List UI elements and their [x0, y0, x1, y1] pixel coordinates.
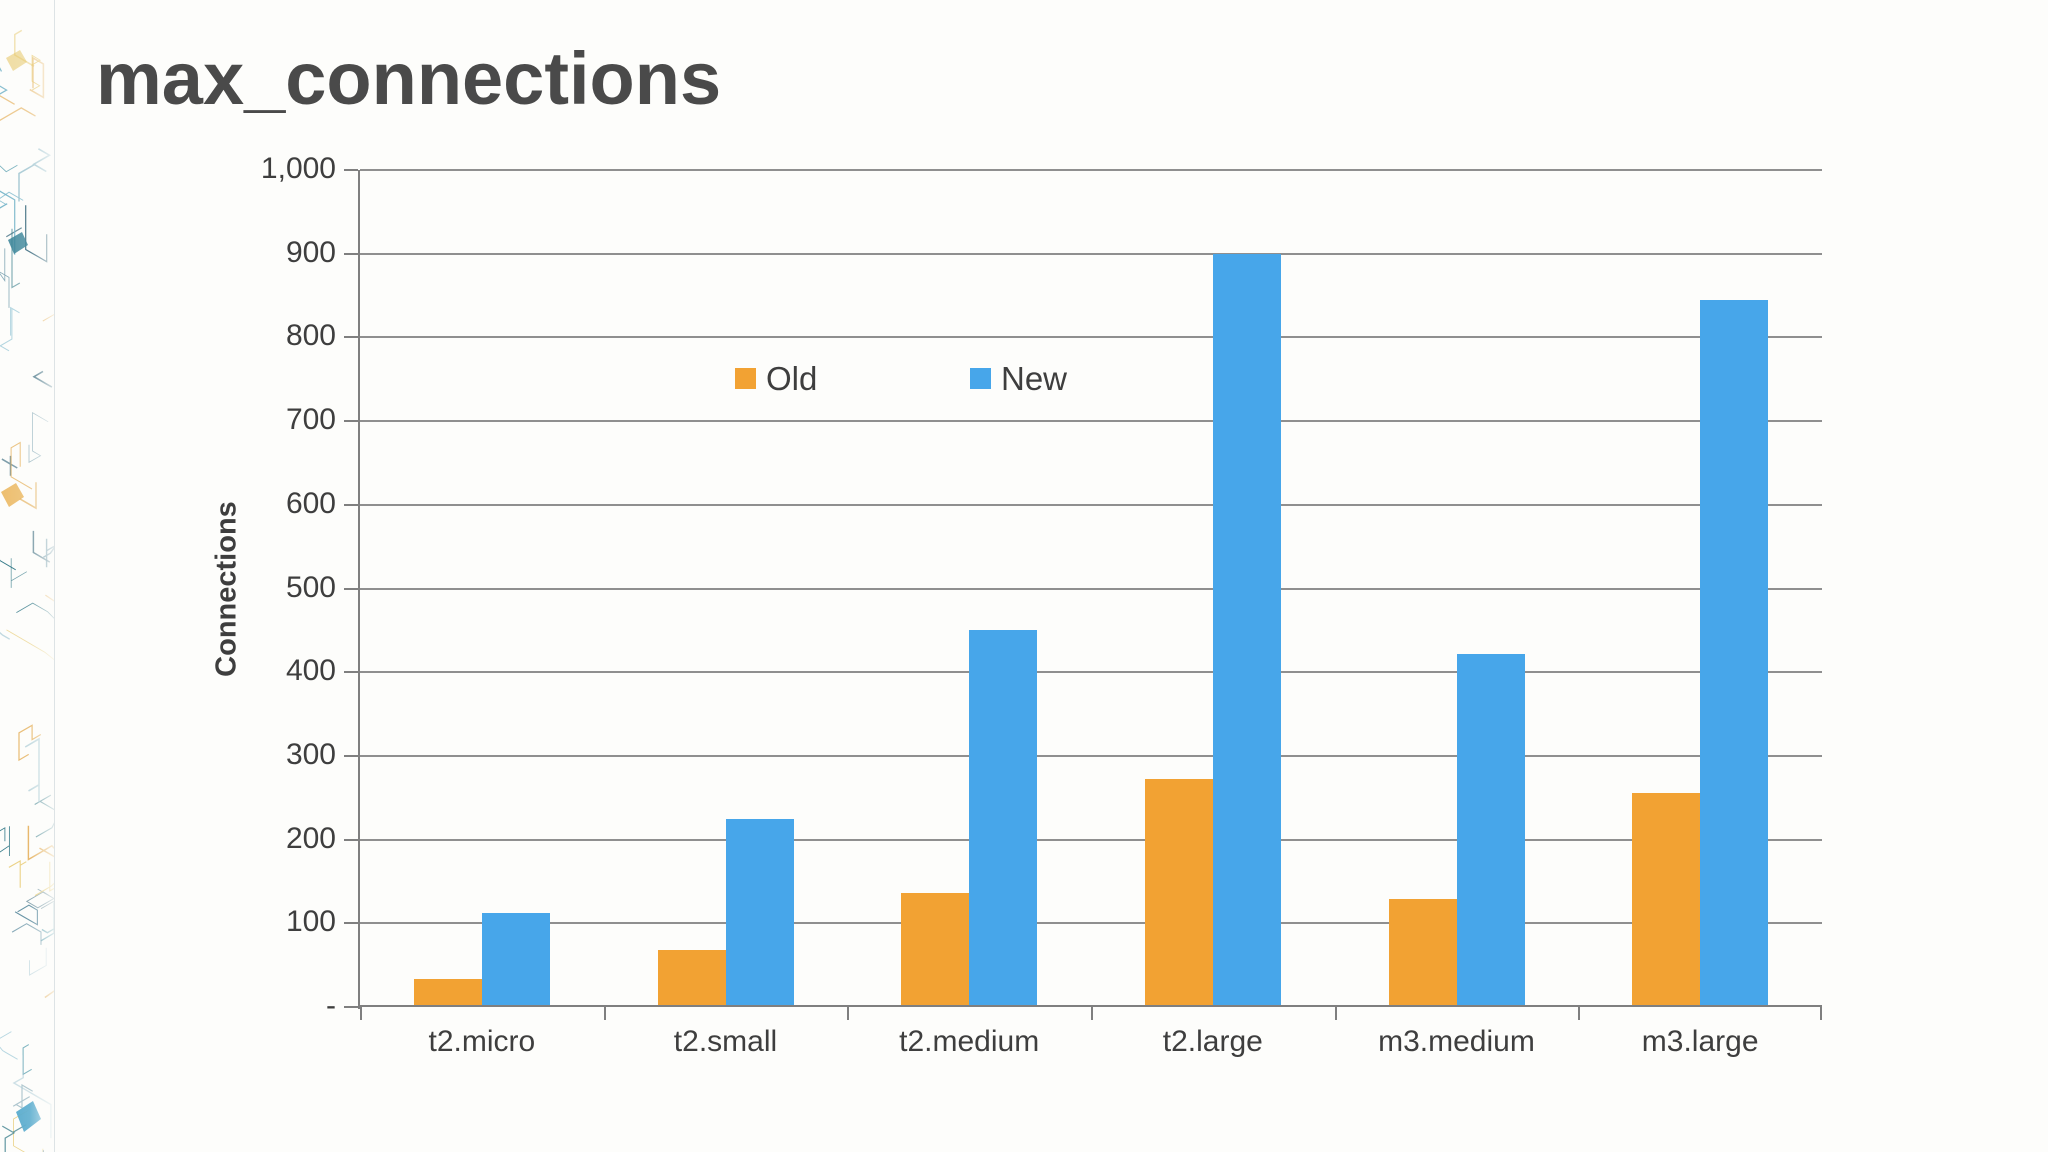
bar-new-t2.small — [725, 818, 794, 1007]
y-axis-line — [358, 170, 360, 1009]
y-tick-label: 100 — [285, 905, 336, 939]
decorative-fade-overlay — [0, 0, 54, 1152]
x-tick-label-m3.large: m3.large — [1641, 1025, 1759, 1058]
y-tick-label: 800 — [285, 319, 336, 353]
legend-swatch-new-icon — [970, 368, 991, 389]
legend-item-new: New — [970, 362, 1067, 395]
y-tick-mark — [344, 336, 358, 339]
y-tick-label: 1,000 — [260, 152, 336, 185]
y-tick-mark — [344, 252, 358, 255]
x-tick-label-t2.large: t2.large — [1162, 1025, 1263, 1058]
bar-chart: Connections -100 200 300 400 500 600 700 800 900… — [211, 152, 1822, 1058]
chart-title: max_connections — [96, 37, 722, 120]
x-tick-mark — [1091, 1007, 1093, 1020]
decorative-left-border — [0, 0, 54, 1152]
y-tick-mark — [344, 838, 358, 841]
gridline-900 — [360, 252, 1822, 255]
y-tick-label: 700 — [285, 403, 336, 437]
y-tick-label: 500 — [285, 570, 336, 604]
bar-new-m3.large — [1700, 299, 1769, 1007]
bar-old-t2.medium — [901, 893, 970, 1007]
y-tick-label: - — [326, 989, 336, 1022]
bar-new-t2.large — [1212, 253, 1281, 1007]
y-tick-mark — [344, 503, 358, 506]
y-tick-mark — [344, 754, 358, 757]
x-tick-mark — [1334, 1007, 1337, 1020]
bar-new-m3.medium — [1456, 653, 1525, 1007]
legend-label-old: Old — [766, 360, 818, 397]
x-tick-mark — [1820, 1007, 1822, 1020]
gridline-100 — [360, 922, 1822, 925]
bar-old-t2.micro — [413, 978, 482, 1007]
x-tick-label-t2.small: t2.small — [673, 1025, 778, 1058]
x-tick-mark — [1578, 1007, 1581, 1020]
gridline-500 — [360, 587, 1822, 590]
y-tick-mark — [344, 587, 358, 590]
left-border-divider — [54, 0, 55, 1152]
x-tick-label-t2.medium: t2.medium — [899, 1025, 1040, 1058]
x-tick-label-t2.micro: t2.micro — [428, 1025, 536, 1058]
y-tick-label: 300 — [285, 737, 336, 771]
y-tick-mark — [344, 1006, 358, 1008]
x-tick-mark — [360, 1007, 362, 1020]
y-tick-mark — [344, 420, 358, 423]
y-tick-label: 400 — [285, 654, 336, 688]
x-tick-label-m3.medium: m3.medium — [1378, 1025, 1535, 1058]
y-tick-label: 600 — [285, 486, 336, 520]
gridline-800 — [360, 336, 1822, 339]
bar-old-m3.large — [1632, 792, 1701, 1007]
bar-new-t2.medium — [969, 630, 1038, 1007]
gridline-200 — [360, 838, 1822, 841]
x-tick-mark — [847, 1007, 850, 1020]
y-tick-mark — [344, 922, 358, 925]
gridline-300 — [360, 754, 1822, 757]
gridline-700 — [360, 420, 1822, 423]
bar-old-t2.large — [1144, 779, 1213, 1007]
bar-old-m3.medium — [1388, 899, 1457, 1007]
gridline-1000 — [360, 169, 1822, 171]
legend-swatch-old-icon — [735, 368, 756, 389]
legend-item-old: Old — [735, 362, 817, 395]
gridline-600 — [360, 503, 1822, 506]
y-tick-label: 200 — [285, 821, 336, 855]
legend-label-new: New — [1001, 360, 1068, 397]
y-tick-mark — [344, 169, 358, 171]
x-axis-line — [358, 1005, 1822, 1007]
y-tick-mark — [344, 671, 358, 674]
x-tick-mark — [603, 1007, 606, 1020]
bar-new-t2.micro — [481, 913, 550, 1007]
y-tick-label: 900 — [285, 235, 336, 269]
gridline-400 — [360, 671, 1822, 674]
bar-old-t2.small — [657, 950, 726, 1007]
